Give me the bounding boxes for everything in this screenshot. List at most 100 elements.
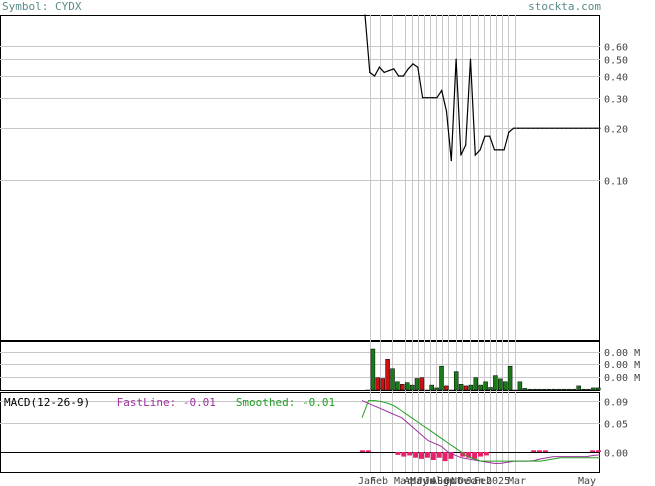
volume-bar [483,381,488,391]
price-point [378,66,380,68]
x-tick-label: Jun [417,476,435,486]
volume-tick-label: 0.00 M [604,373,640,384]
volume-bar [390,368,395,391]
price-point [551,127,553,129]
macd-histogram-bar [478,452,483,457]
macd-histogram-bar [407,452,413,456]
macd-histogram-bar [531,450,537,453]
volume-bar [429,384,434,391]
price-point [441,89,443,92]
price-point [407,68,409,70]
price-point [450,160,452,162]
volume-bar [409,384,415,391]
price-tick-label: 0.10 [604,177,628,188]
macd-title: MACD(12-26-9) [4,396,91,409]
price-point [585,127,587,129]
volume-bar [468,384,474,391]
volume-bar [434,387,439,391]
volume-bar [370,348,376,391]
volume-bar [424,389,430,391]
x-tick-label: Jan [466,476,484,486]
price-point [546,127,548,129]
macd-smooth-line [361,400,600,462]
price-tick-label: 0.30 [604,95,628,106]
price-point [517,127,520,129]
x-tick-label: May [410,476,428,486]
price-point [570,127,572,129]
volume-bar [365,389,371,391]
volume-bar [458,384,464,391]
x-tick-label: Jul [424,476,442,486]
x-tick-label: Apr [404,476,422,486]
price-point [527,127,529,129]
macd-tick-label: 0.00 [604,449,628,460]
volume-bar [400,384,405,391]
macd-histogram-bar [436,452,442,458]
macd-histogram-bar [460,452,466,457]
price-point [589,127,592,129]
volume-bar [493,375,498,391]
price-point [561,127,563,129]
price-point [436,97,438,99]
volume-bar [463,385,469,391]
price-point [460,154,462,156]
price-grid [0,15,600,472]
volume-bar [488,387,493,391]
macd-histogram-bar [424,452,430,458]
price-point [532,127,534,129]
volume-bar [542,388,547,391]
price-point [474,154,476,156]
panel-frames [0,15,600,473]
volume-bar [571,388,577,391]
price-panel [364,14,601,162]
price-point [493,149,496,151]
volume-bar [404,382,410,391]
price-point [556,127,558,129]
volume-bar [551,388,557,391]
volume-bar [473,377,479,391]
price-tick-label: 0.20 [604,125,628,136]
panel-frame-2 [0,392,600,473]
x-tick-label: Oct [444,476,462,486]
macd-tick-label: 0.09 [604,398,628,409]
volume-bar [439,365,444,391]
price-point [373,75,376,77]
price-point [397,75,400,77]
price-point [594,127,596,129]
volume-bar [596,387,601,391]
price-point [479,149,481,151]
macd-histogram-bar [442,452,448,462]
site-label: stockta.com [528,0,601,13]
price-point [503,149,505,151]
price-point [465,144,467,146]
price-tick-label: 0.60 [604,43,628,54]
macd-histogram-bar [542,450,548,453]
price-point [513,127,515,129]
volume-bar [512,389,518,391]
macd-histogram-bar [360,450,365,453]
volume-bar [532,388,537,391]
volume-bar [556,388,562,391]
volume-bar [507,365,513,391]
price-point [402,75,404,77]
price-tick-label: 0.40 [604,73,628,84]
volume-bar [478,384,483,391]
macd-histogram-bar [537,450,542,453]
price-point [575,127,577,129]
volume-bar [444,385,449,391]
price-point [431,97,433,99]
volume-bar [502,381,508,391]
x-tick-label: Dec [458,476,476,486]
volume-bar [566,388,572,391]
price-point [388,69,390,72]
volume-bar [375,377,381,391]
x-tick-label: Jan [358,476,376,486]
volume-bar [537,388,542,391]
volume-bar [385,359,390,391]
macd-fast-label: FastLine: -0.01 [116,396,216,409]
macd-histogram-bar [472,452,478,459]
x-tick-label: Mar [508,476,526,486]
volume-bar [522,388,528,391]
volume-bar [419,377,425,391]
